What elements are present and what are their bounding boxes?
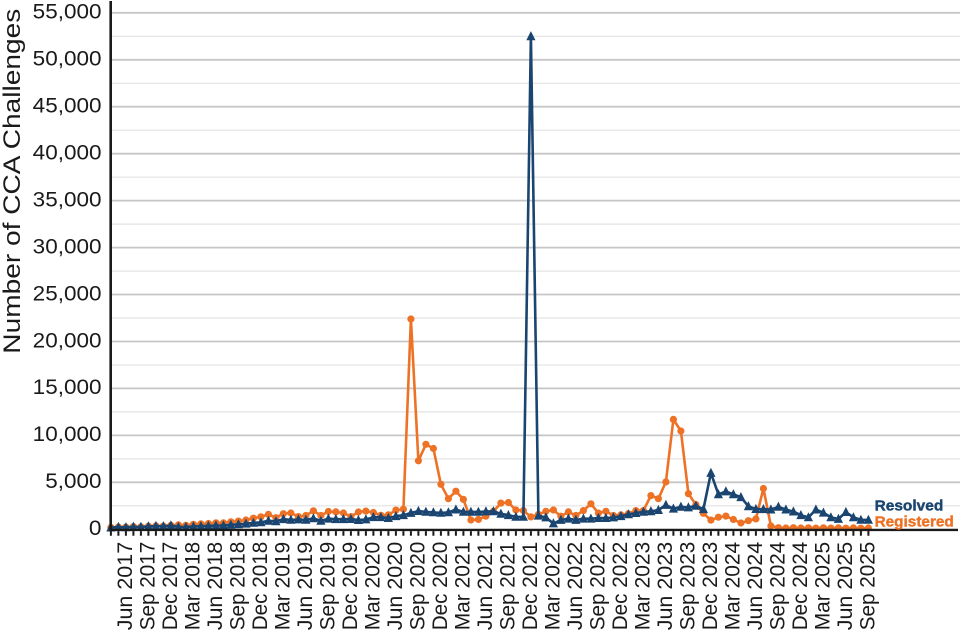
svg-text:Jun 2025: Jun 2025 bbox=[834, 542, 857, 631]
svg-text:Jun 2021: Jun 2021 bbox=[474, 542, 497, 631]
svg-text:Dec 2021: Dec 2021 bbox=[519, 542, 542, 631]
svg-text:Sep 2025: Sep 2025 bbox=[857, 542, 880, 631]
svg-text:Mar 2018: Mar 2018 bbox=[182, 542, 205, 631]
svg-text:Sep 2022: Sep 2022 bbox=[587, 542, 610, 631]
svg-text:Mar 2020: Mar 2020 bbox=[362, 542, 385, 631]
svg-text:Mar 2019: Mar 2019 bbox=[272, 542, 295, 631]
svg-text:20,000: 20,000 bbox=[33, 329, 102, 352]
svg-text:Resolved: Resolved bbox=[875, 497, 944, 514]
svg-text:30,000: 30,000 bbox=[33, 235, 102, 258]
svg-text:Sep 2023: Sep 2023 bbox=[677, 542, 700, 631]
svg-text:Dec 2017: Dec 2017 bbox=[159, 542, 182, 631]
svg-text:Dec 2018: Dec 2018 bbox=[249, 542, 272, 631]
svg-text:45,000: 45,000 bbox=[33, 95, 102, 118]
svg-text:Sep 2017: Sep 2017 bbox=[137, 542, 160, 631]
svg-text:Jun 2019: Jun 2019 bbox=[294, 542, 317, 631]
svg-text:Dec 2023: Dec 2023 bbox=[699, 542, 722, 631]
svg-text:Jun 2020: Jun 2020 bbox=[384, 542, 407, 631]
svg-text:Jun 2022: Jun 2022 bbox=[564, 542, 587, 631]
svg-text:Sep 2024: Sep 2024 bbox=[767, 541, 790, 630]
svg-text:Sep 2021: Sep 2021 bbox=[497, 542, 520, 631]
svg-text:Sep 2019: Sep 2019 bbox=[317, 542, 340, 631]
svg-text:40,000: 40,000 bbox=[33, 142, 102, 165]
svg-text:Registered: Registered bbox=[875, 514, 954, 531]
svg-text:10,000: 10,000 bbox=[33, 423, 102, 446]
svg-text:Sep 2020: Sep 2020 bbox=[407, 542, 430, 631]
svg-text:Jun 2024: Jun 2024 bbox=[744, 541, 767, 630]
svg-text:Mar 2022: Mar 2022 bbox=[542, 542, 565, 631]
svg-text:0: 0 bbox=[89, 517, 102, 540]
svg-text:15,000: 15,000 bbox=[33, 376, 102, 399]
svg-text:Number of CCA Challenges: Number of CCA Challenges bbox=[0, 9, 26, 354]
svg-text:Dec 2022: Dec 2022 bbox=[609, 542, 632, 631]
svg-text:Dec 2024: Dec 2024 bbox=[789, 541, 812, 630]
svg-text:55,000: 55,000 bbox=[33, 1, 102, 24]
svg-text:Sep 2018: Sep 2018 bbox=[227, 542, 250, 631]
svg-text:Jun 2018: Jun 2018 bbox=[204, 542, 227, 631]
svg-text:35,000: 35,000 bbox=[33, 188, 102, 211]
svg-text:Mar 2025: Mar 2025 bbox=[812, 542, 835, 631]
svg-text:Jun 2017: Jun 2017 bbox=[114, 542, 137, 631]
svg-text:25,000: 25,000 bbox=[33, 282, 102, 305]
svg-text:Mar 2021: Mar 2021 bbox=[452, 542, 475, 631]
svg-text:50,000: 50,000 bbox=[33, 48, 102, 71]
svg-text:Mar 2023: Mar 2023 bbox=[632, 542, 655, 631]
svg-text:Dec 2019: Dec 2019 bbox=[339, 542, 362, 631]
svg-text:Jun 2023: Jun 2023 bbox=[654, 542, 677, 631]
svg-text:Dec 2020: Dec 2020 bbox=[429, 542, 452, 631]
svg-text:5,000: 5,000 bbox=[45, 470, 101, 493]
svg-text:Mar 2024: Mar 2024 bbox=[722, 541, 745, 630]
